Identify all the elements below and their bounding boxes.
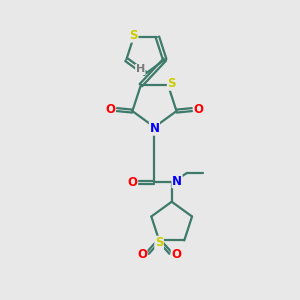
Text: O: O	[105, 103, 116, 116]
Text: O: O	[171, 248, 182, 261]
Text: O: O	[137, 248, 147, 261]
Text: O: O	[128, 176, 137, 189]
Text: S: S	[129, 29, 138, 42]
Text: H: H	[136, 64, 145, 74]
Text: N: N	[172, 175, 182, 188]
Text: O: O	[194, 103, 203, 116]
Text: S: S	[167, 77, 176, 90]
Text: N: N	[149, 122, 160, 135]
Text: S: S	[155, 236, 164, 249]
